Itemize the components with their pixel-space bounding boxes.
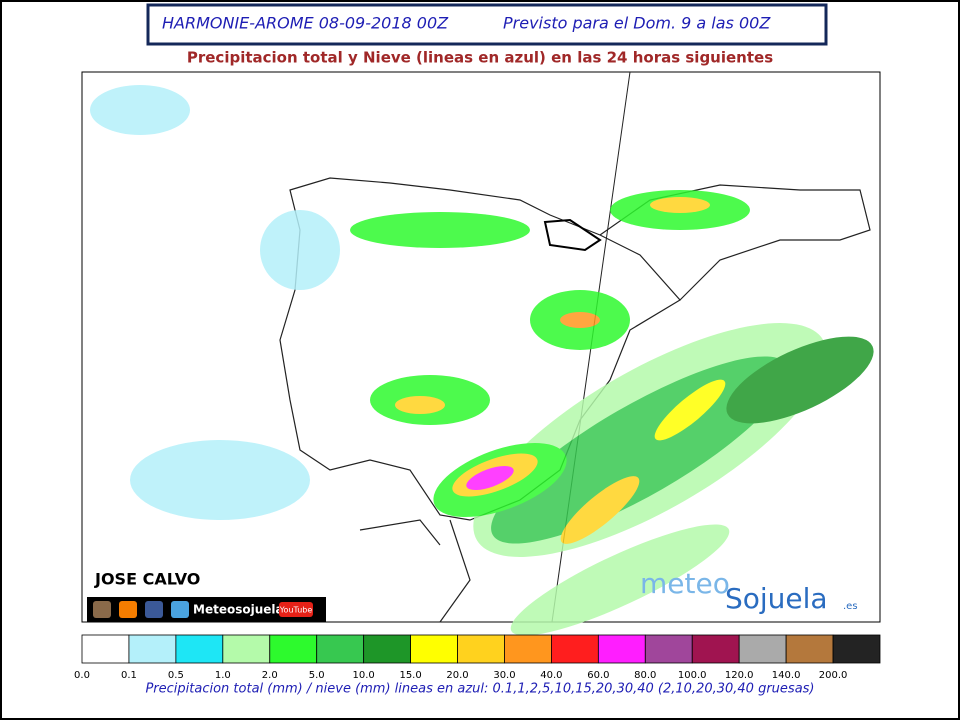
colorbar-label: 15.0 bbox=[399, 670, 421, 681]
colorbar-label: 5.0 bbox=[309, 670, 325, 681]
colorbar-swatch bbox=[363, 634, 411, 664]
colorbar-label: 30.0 bbox=[493, 670, 515, 681]
africa-coast bbox=[359, 519, 471, 623]
instagram-icon[interactable] bbox=[93, 601, 111, 618]
colorbar: 0.0 0.1 0.5 1.0 2.0 5.0 10.0 15.0 20.0 30.0 40.0 60… bbox=[74, 634, 881, 681]
twitter-icon[interactable] bbox=[171, 601, 189, 618]
logo-brand: Sojuela bbox=[725, 582, 828, 615]
logo-prefix: meteo bbox=[640, 567, 730, 600]
colorbar-swatch bbox=[269, 634, 318, 664]
colorbar-label: 40.0 bbox=[540, 670, 562, 681]
colorbar-swatch bbox=[551, 634, 599, 664]
colorbar-label: 80.0 bbox=[634, 670, 656, 681]
colorbar-swatch bbox=[597, 634, 646, 664]
colorbar-label: 0.5 bbox=[168, 670, 184, 681]
header-forecast: Previsto para el Dom. 9 a las 00Z bbox=[503, 14, 771, 33]
colorbar-swatch bbox=[316, 634, 365, 664]
colorbar-label: 10.0 bbox=[353, 670, 375, 681]
blogger-icon[interactable] bbox=[119, 601, 137, 618]
france-coast bbox=[599, 184, 871, 301]
header-box bbox=[146, 3, 828, 46]
colorbar-label: 60.0 bbox=[587, 670, 609, 681]
logo-suffix: .es bbox=[843, 601, 858, 612]
social-name[interactable]: Meteosojuela bbox=[193, 603, 284, 617]
youtube-label[interactable]: YouTube bbox=[279, 606, 313, 615]
author: JOSE CALVO bbox=[94, 570, 200, 589]
colorbar-swatch bbox=[128, 634, 177, 664]
colorbar-swatch bbox=[222, 634, 271, 664]
facebook-icon[interactable] bbox=[145, 601, 163, 618]
colorbar-label: 200.0 bbox=[819, 670, 848, 681]
colorbar-label: 0.0 bbox=[74, 670, 90, 681]
subtitle: Precipitacion total y Nieve (lineas en a… bbox=[187, 49, 773, 67]
colorbar-swatch bbox=[81, 634, 130, 664]
colorbar-label: 120.0 bbox=[725, 670, 754, 681]
colorbar-label: 1.0 bbox=[215, 670, 231, 681]
colorbar-swatch bbox=[504, 634, 552, 664]
header-title: HARMONIE-AROME 08-09-2018 00Z bbox=[162, 14, 449, 33]
colorbar-label: 140.0 bbox=[772, 670, 801, 681]
map: JOSE CALVO Meteosojuela YouTube meteo So… bbox=[81, 71, 881, 636]
colorbar-swatch bbox=[738, 634, 787, 664]
colorbar-swatch bbox=[644, 634, 693, 664]
la-rioja bbox=[543, 218, 602, 252]
colorbar-swatch bbox=[410, 634, 458, 664]
youtube-badge[interactable] bbox=[279, 602, 313, 617]
colorbar-label: 2.0 bbox=[262, 670, 278, 681]
precipitation bbox=[90, 85, 874, 636]
colorbar-swatch bbox=[175, 634, 224, 664]
colorbar-swatch bbox=[691, 634, 740, 664]
colorbar-swatch bbox=[832, 634, 881, 664]
colorbar-label: 100.0 bbox=[678, 670, 707, 681]
colorbar-label: 0.1 bbox=[121, 670, 137, 681]
colorbar-swatch bbox=[785, 634, 834, 664]
colorbar-label: 20.0 bbox=[446, 670, 468, 681]
colorbar-swatch bbox=[457, 634, 505, 664]
colorbar-caption: Precipitacion total (mm) / nieve (mm) li… bbox=[145, 682, 814, 697]
